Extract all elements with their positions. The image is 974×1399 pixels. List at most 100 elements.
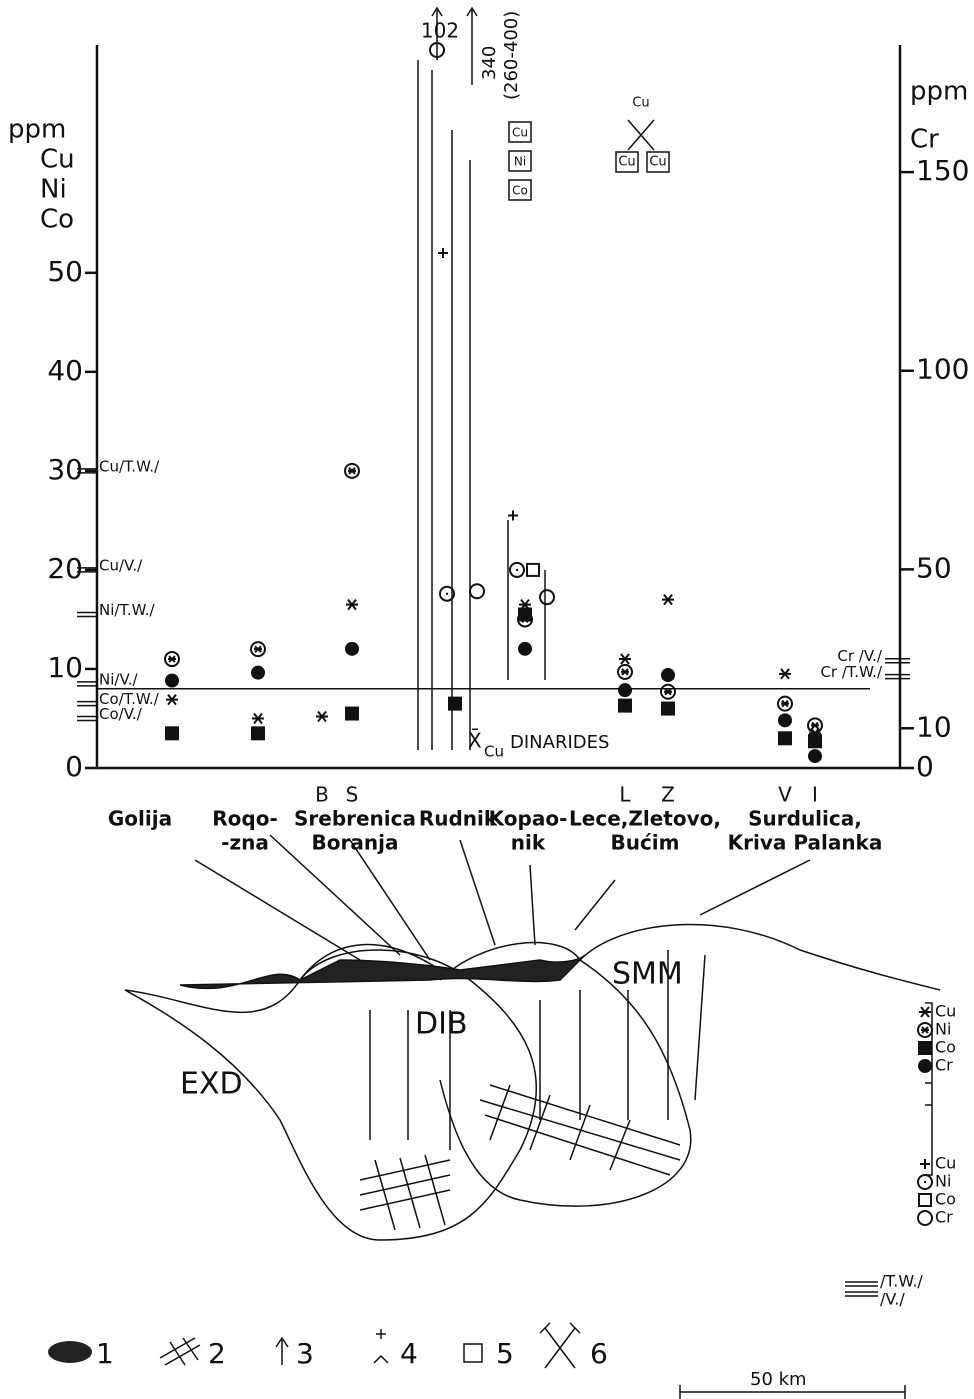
- geology-diagram: [125, 835, 940, 1240]
- box-label: Ni: [514, 155, 526, 169]
- marker: [165, 674, 179, 688]
- legend-label: Cr: [935, 1056, 953, 1075]
- locality-label: Roqo-: [212, 807, 278, 831]
- y-tick-label: 40: [47, 354, 83, 387]
- axes: [97, 45, 900, 768]
- legend-label: Cu: [935, 1154, 956, 1173]
- locality-label: Rudnik: [419, 807, 498, 831]
- marker: [448, 697, 462, 711]
- y2-axis-label: ppm: [910, 77, 968, 107]
- locality-label: Surdulica,: [748, 807, 862, 831]
- y-axis-label: Ni: [40, 175, 67, 205]
- x-tick-label: B: [315, 783, 329, 807]
- marker: [345, 464, 359, 478]
- reference-label: Ni/V./: [99, 670, 139, 688]
- marker: [510, 563, 524, 577]
- marker: [662, 595, 674, 605]
- locality-label: -zna: [221, 831, 269, 855]
- marker: [345, 707, 359, 721]
- marker: [918, 1211, 932, 1225]
- marker: [166, 695, 178, 705]
- y-axis-label: Cu: [40, 145, 75, 175]
- marker: [778, 731, 792, 745]
- marker: [778, 713, 792, 727]
- off-scale-label: (260-400): [501, 11, 522, 100]
- marker: [918, 1023, 932, 1037]
- locality-label: Lece,Zletovo,: [569, 807, 721, 831]
- marker: [518, 642, 532, 656]
- mean-subscript: Cu: [484, 743, 504, 761]
- marker: [252, 713, 264, 723]
- reference-label: Co/V./: [99, 705, 143, 723]
- y2-tick-label: 10: [916, 710, 952, 743]
- marker: [918, 1059, 932, 1073]
- marker: [508, 510, 518, 520]
- marker: [346, 600, 358, 610]
- marker: [919, 1007, 931, 1017]
- key-label: 5: [496, 1337, 514, 1370]
- y-axis-label: Co: [40, 205, 74, 235]
- box-label: Cu: [512, 126, 528, 140]
- reference-label: Cu/V./: [99, 556, 143, 574]
- marker: [661, 668, 675, 682]
- marker: [918, 1041, 932, 1055]
- marker: [618, 665, 632, 679]
- marker: [779, 669, 791, 679]
- marker: [778, 697, 792, 711]
- marker: [518, 607, 532, 621]
- reference-line: [77, 716, 97, 720]
- marker: [919, 1194, 931, 1206]
- marker: [165, 726, 179, 740]
- y2-tick-label: 100: [916, 353, 969, 386]
- marker: [251, 726, 265, 740]
- hammer-label: Cu: [649, 155, 666, 170]
- y2-axis-label: Cr: [910, 125, 939, 155]
- hammer-label: Cu: [618, 155, 635, 170]
- x-tick-label: V: [778, 783, 792, 807]
- figure: EXD DIB SMM 1 2 3 4 5 6 /T.W./ /V./ 50 k…: [0, 0, 974, 1399]
- marker: [808, 749, 822, 763]
- marker: [251, 642, 265, 656]
- x-tick-label: Z: [661, 783, 675, 807]
- y-tick-label: 10: [47, 651, 83, 684]
- marker: [618, 699, 632, 713]
- key-label: 2: [208, 1337, 226, 1370]
- reference-label: Ni/T.W./: [99, 601, 155, 619]
- marker: [618, 683, 632, 697]
- reference-line: [885, 659, 910, 663]
- hammer-symbol: [628, 120, 654, 150]
- line-key-label: /T.W./: [880, 1272, 923, 1291]
- y-tick-label: 0: [65, 750, 83, 783]
- locality-label: Boranja: [312, 831, 399, 855]
- reference-label: Cr /T.W./: [820, 663, 882, 681]
- x-tick-label: L: [619, 783, 631, 807]
- y-tick-label: 50: [47, 255, 83, 288]
- key-label: 3: [296, 1337, 314, 1370]
- box-label: Co: [512, 184, 528, 198]
- legend-label: Ni: [935, 1172, 951, 1191]
- legend-label: Co: [935, 1038, 956, 1057]
- y2-tick-label: 50: [916, 551, 952, 584]
- locality-label: Bućim: [610, 831, 679, 855]
- mean-symbol: X̄: [468, 728, 482, 753]
- unit-label: SMM: [612, 957, 683, 992]
- locality-label: Srebrenica: [294, 807, 416, 831]
- off-scale-label: 102: [421, 19, 459, 43]
- marker: [438, 248, 448, 258]
- off-scale-label: 340: [479, 46, 500, 80]
- reference-line: [885, 675, 910, 679]
- reference-line: [77, 612, 97, 616]
- legend-label: Ni: [935, 1020, 951, 1039]
- locality-label: Kopao-: [489, 807, 568, 831]
- y2-tick-label: 0: [916, 750, 934, 783]
- locality-label: Kriva Palanka: [728, 831, 883, 855]
- marker: [808, 734, 822, 748]
- legend-label: Cu: [935, 1002, 956, 1021]
- marker: [918, 1175, 932, 1189]
- legend-label: Co: [935, 1190, 956, 1209]
- x-tick-label: S: [346, 783, 359, 807]
- marker: [920, 1159, 930, 1169]
- marker: [527, 564, 539, 576]
- key-label: 6: [590, 1337, 608, 1370]
- marker: [661, 702, 675, 716]
